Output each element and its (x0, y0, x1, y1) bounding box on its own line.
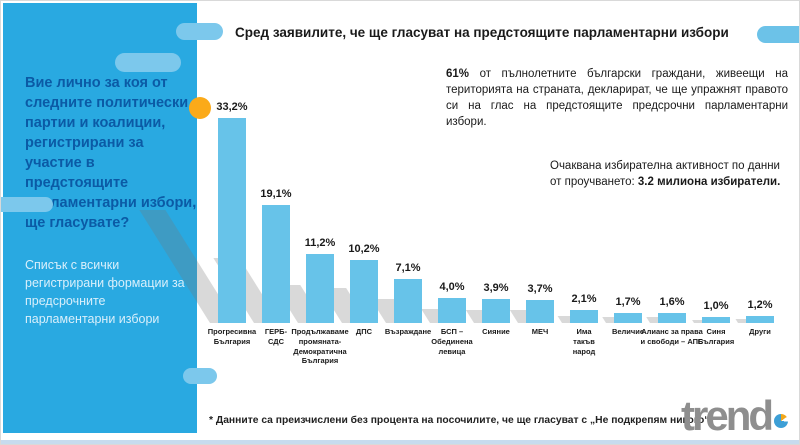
bar-category-label: Синя България (697, 327, 735, 346)
decor-pill-icon (176, 23, 223, 40)
chart-title: Сред заявилите, че ще гласуват на предст… (235, 25, 729, 40)
bar-value-label: 1,0% (703, 300, 729, 312)
bar-value-label: 2,1% (571, 293, 597, 305)
bar-category-label: Алианс за права и свободи – АПС (640, 327, 704, 346)
pie-chart-icon (774, 414, 788, 428)
bar (526, 300, 554, 323)
bar (482, 299, 510, 323)
decor-pill-icon (1, 197, 53, 212)
expected-turnout: Очаквана избирателна активност по данни … (550, 158, 792, 190)
bar-column: 19,1% ГЕРБ- СДС (213, 97, 298, 346)
bar-value-label: 11,2% (304, 237, 336, 249)
bottom-accent-strip (1, 440, 799, 444)
bar-column: 10,2% ДПС (320, 97, 386, 336)
bar (614, 313, 642, 323)
bar-value-label: 1,6% (659, 296, 685, 308)
turnout-percentage: 61% (446, 68, 470, 80)
bar-value-label: 7,1% (395, 262, 421, 274)
bar (306, 254, 334, 323)
bar-column: 1,2% Други (735, 97, 782, 336)
bar-value-label: 3,7% (527, 283, 553, 295)
decor-pill-icon (183, 368, 217, 384)
bar-category-label: ГЕРБ- СДС (264, 327, 288, 346)
bar-chart: 33,2% Прогресивна България 19,1% ГЕРБ- СДС 1… (139, 97, 782, 365)
bar (570, 310, 598, 323)
trend-logo-text: trend (681, 392, 774, 439)
footnote: * Данните са преизчислени без процента н… (209, 415, 710, 426)
turnout-paragraph: 61% от пълнолетните български граждани, … (446, 67, 788, 130)
survey-question: Вие лично за коя от следните политически… (25, 75, 197, 231)
bar (218, 118, 246, 323)
bar-value-label: 19,1% (260, 188, 292, 200)
bar-category-label: Други (749, 327, 771, 336)
bar-column: 3,9% Сияние (465, 97, 518, 336)
trend-logo: trend (681, 393, 793, 439)
decor-pill-icon (115, 53, 181, 72)
bar-value-label: 1,7% (615, 296, 641, 308)
survey-note: Списък с всички регистрирани формации за… (25, 258, 185, 327)
bar (262, 205, 290, 323)
bar (350, 260, 378, 323)
bar-column: 1,6% Алианс за права и свободи – АПС (641, 97, 704, 346)
bar-category-label: Величие (611, 327, 645, 336)
turnout-text: от пълнолетните български граждани, живе… (446, 68, 788, 128)
bar (702, 317, 730, 323)
bar-category-label: БСП – Обединена левица (431, 327, 473, 356)
bar-category-label: Сияние (482, 327, 510, 336)
bar-column: 11,2% Продължаваме промяната- Демократичн… (274, 97, 349, 365)
bar-value-label: 3,9% (483, 282, 509, 294)
decor-pill-icon (757, 26, 799, 43)
bar-value-label: 1,2% (747, 299, 773, 311)
bar-column: 1,0% Синя България (692, 97, 738, 346)
bar-column: 3,7% МЕЧ (509, 97, 562, 336)
bar-category-label: Възраждане (384, 327, 432, 336)
bar-column: 2,1% Има такъв народ (557, 97, 606, 356)
bar-column: 4,0% БСП – Обединена левица (421, 97, 474, 356)
bar-column: 7,1% Възраждане (371, 97, 431, 336)
bar-category-label: Продължаваме промяната- Демократична Бъл… (291, 327, 349, 366)
bar-value-label: 33,2% (216, 101, 248, 113)
expected-voters: 3.2 милиона избиратели. (637, 176, 781, 189)
bar-category-label: Има такъв народ (572, 327, 596, 356)
bar-value-label: 4,0% (439, 281, 465, 293)
sidebar-panel: Вие лично за коя от следните политически… (3, 3, 197, 433)
bar-category-label: ДПС (355, 327, 373, 336)
bar (658, 313, 686, 323)
bar-column: 33,2% Прогресивна България (139, 97, 256, 346)
accent-dot-icon (189, 97, 211, 119)
bar (394, 279, 422, 323)
bar-category-label: МЕЧ (531, 327, 549, 336)
expected-text: Очаквана избирателна активност по данни … (550, 160, 780, 189)
bar-column: 1,7% Величие (602, 97, 650, 336)
bar-value-label: 10,2% (348, 243, 380, 255)
bar (746, 316, 774, 323)
bar (438, 298, 466, 323)
bar-category-label: Прогресивна България (207, 327, 257, 346)
